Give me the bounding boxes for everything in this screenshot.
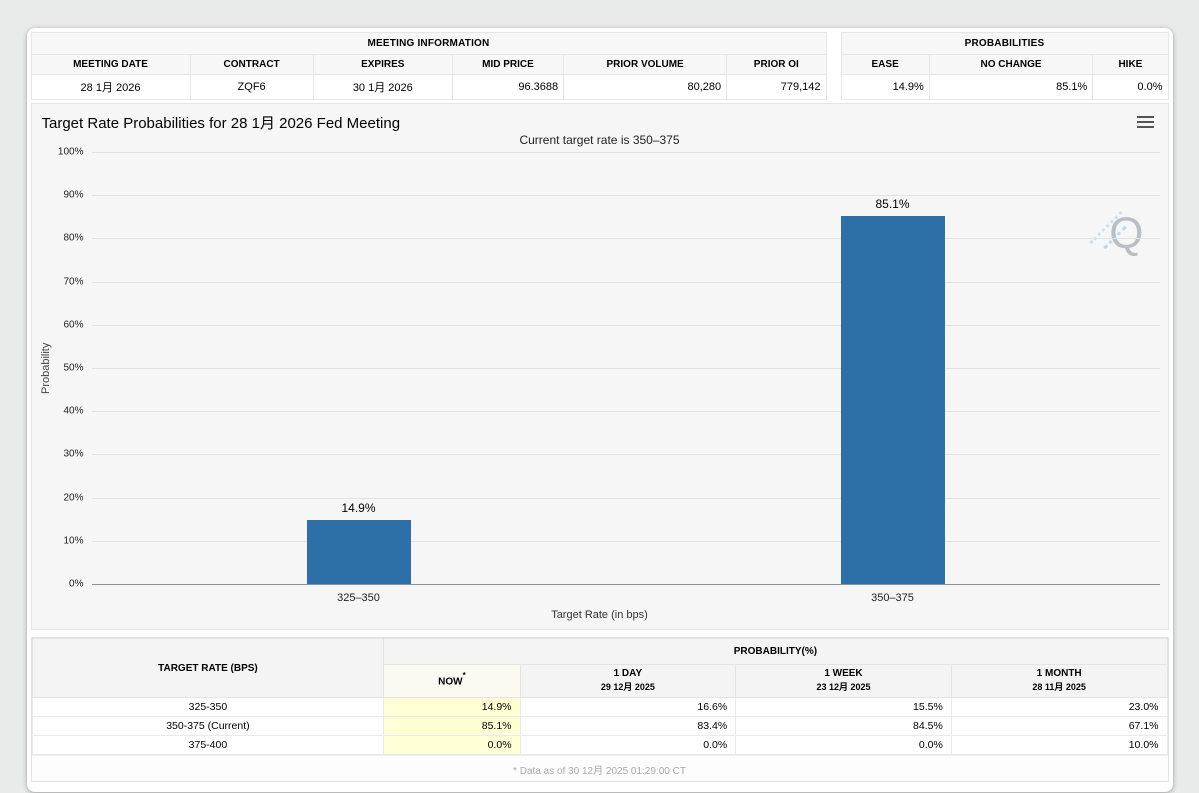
gridline bbox=[91, 281, 1160, 283]
hike-value: 0.0% bbox=[1092, 74, 1169, 100]
one-month-cell: 10.0% bbox=[950, 735, 1168, 755]
col-ease: EASE bbox=[840, 54, 930, 75]
col-prior-volume: PRIOR VOLUME bbox=[563, 54, 728, 75]
probabilities-table: PROBABILITIES EASE NO CHANGE HIKE 14.9% … bbox=[840, 32, 1169, 100]
col-hike: HIKE bbox=[1092, 54, 1169, 75]
gridline bbox=[91, 324, 1160, 326]
table-row: 325-350 14.9% 16.6% 15.5% 23.0% bbox=[31, 697, 1168, 717]
no-change-value: 85.1% bbox=[928, 74, 1094, 100]
now-asterisk: * bbox=[462, 671, 466, 681]
x-tick-label: 325–350 bbox=[337, 592, 380, 604]
one-month-cell: 67.1% bbox=[950, 716, 1168, 736]
col-prior-oi: PRIOR OI bbox=[726, 54, 827, 75]
watermark-q-letter: Q bbox=[1109, 209, 1144, 258]
y-tick-label: 0% bbox=[69, 578, 84, 590]
ease-value: 14.9% bbox=[840, 74, 930, 100]
y-tick-label: 100% bbox=[57, 146, 84, 158]
one-day-date: 29 12月 2025 bbox=[600, 682, 655, 692]
rate-cell: 325-350 bbox=[31, 697, 385, 717]
col-contract: CONTRACT bbox=[189, 54, 314, 75]
target-rate-bps-header: TARGET RATE (BPS) bbox=[31, 638, 385, 698]
gridline bbox=[91, 152, 1160, 153]
x-axis-title: Target Rate (in bps) bbox=[551, 609, 648, 621]
table-row: 375-400 0.0% 0.0% 0.0% 10.0% bbox=[31, 735, 1168, 755]
probability-group-header: PROBABILITY(%) bbox=[383, 638, 1168, 665]
y-tick-label: 50% bbox=[63, 362, 84, 374]
probability-history-table: TARGET RATE (BPS) PROBABILITY(%) NOW* 1 … bbox=[31, 638, 1168, 755]
one-day-cell: 83.4% bbox=[519, 716, 737, 736]
x-axis-line bbox=[91, 584, 1160, 585]
now-label: NOW bbox=[438, 676, 463, 688]
now-column-header: NOW* bbox=[383, 664, 521, 698]
now-cell: 14.9% bbox=[383, 697, 521, 717]
one-month-date: 28 11月 2025 bbox=[1032, 682, 1086, 692]
meeting-information-title: MEETING INFORMATION bbox=[30, 32, 827, 55]
probability-bar-350–375[interactable] bbox=[840, 216, 945, 584]
chart-title: Target Rate Probabilities for 28 1月 2026… bbox=[41, 115, 401, 132]
data-as-of-footnote: * Data as of 30 12月 2025 01:29:00 CT bbox=[31, 755, 1168, 781]
one-day-label: 1 DAY bbox=[613, 668, 643, 679]
one-week-cell: 15.5% bbox=[735, 697, 952, 717]
y-tick-label: 40% bbox=[63, 405, 84, 417]
col-mid-price: MID PRICE bbox=[451, 54, 565, 75]
prior-volume-value: 80,280 bbox=[563, 74, 728, 100]
rate-cell: 350-375 (Current) bbox=[31, 716, 385, 736]
probability-history-table-wrap: TARGET RATE (BPS) PROBABILITY(%) NOW* 1 … bbox=[30, 637, 1169, 782]
bar-value-label: 85.1% bbox=[875, 197, 910, 212]
rate-cell: 375-400 bbox=[31, 735, 385, 755]
y-tick-label: 20% bbox=[63, 492, 84, 504]
quikstrike-watermark: Q bbox=[1086, 202, 1144, 264]
one-week-column-header: 1 WEEK 23 12月 2025 bbox=[735, 664, 952, 698]
prior-oi-value: 779,142 bbox=[726, 74, 827, 100]
one-day-column-header: 1 DAY 29 12月 2025 bbox=[519, 664, 737, 698]
one-week-label: 1 WEEK bbox=[824, 668, 863, 679]
x-tick-label: 350–375 bbox=[871, 592, 914, 604]
x-axis-ticks: 325–350 350–375 bbox=[92, 592, 1160, 606]
col-meeting-date: MEETING DATE bbox=[30, 54, 191, 75]
one-week-date: 23 12月 2025 bbox=[816, 682, 871, 692]
one-month-label: 1 MONTH bbox=[1036, 668, 1082, 679]
one-month-column-header: 1 MONTH 28 11月 2025 bbox=[950, 664, 1168, 698]
bar-value-label: 14.9% bbox=[341, 500, 376, 515]
meeting-information-table: MEETING INFORMATION MEETING DATE CONTRAC… bbox=[30, 32, 827, 100]
plot-area: Q 100% 90% 80% 70% 60% 50% 40% 30% 20% 10% 0% 14.9%… bbox=[58, 147, 1160, 590]
target-rate-chart: Target Rate Probabilities for 28 1月 2026… bbox=[30, 103, 1169, 630]
gridline bbox=[91, 540, 1160, 542]
y-tick-label: 80% bbox=[63, 232, 84, 244]
chart-subtitle: Current target rate is 350–375 bbox=[519, 133, 680, 147]
gridline bbox=[91, 497, 1160, 499]
one-month-cell: 23.0% bbox=[950, 697, 1168, 717]
one-week-cell: 84.5% bbox=[735, 716, 952, 736]
gridline bbox=[91, 238, 1160, 240]
y-tick-label: 70% bbox=[63, 276, 84, 288]
y-axis-title: Probability bbox=[39, 342, 52, 394]
meeting-date-value: 28 1月 2026 bbox=[30, 74, 191, 100]
chart-menu-icon[interactable] bbox=[1136, 116, 1154, 128]
gridline bbox=[91, 368, 1160, 369]
y-tick-label: 90% bbox=[63, 189, 84, 201]
contract-value: ZQF6 bbox=[189, 74, 314, 100]
probability-bar-325–350[interactable] bbox=[306, 519, 411, 584]
mid-price-value: 96.3688 bbox=[451, 74, 565, 100]
table-row: 350-375 (Current) 85.1% 83.4% 84.5% 67.1… bbox=[31, 716, 1168, 736]
top-info-row: MEETING INFORMATION MEETING DATE CONTRAC… bbox=[30, 32, 1169, 100]
one-week-cell: 0.0% bbox=[735, 735, 952, 755]
now-cell: 85.1% bbox=[383, 716, 521, 736]
col-expires: EXPIRES bbox=[312, 54, 453, 75]
gridline bbox=[91, 454, 1160, 456]
expires-value: 30 1月 2026 bbox=[312, 74, 453, 100]
one-day-cell: 0.0% bbox=[519, 735, 737, 755]
y-tick-label: 10% bbox=[63, 535, 84, 547]
y-tick-label: 60% bbox=[63, 319, 84, 331]
col-no-change: NO CHANGE bbox=[928, 54, 1094, 75]
one-day-cell: 16.6% bbox=[519, 697, 737, 717]
probabilities-title: PROBABILITIES bbox=[840, 32, 1169, 55]
fedwatch-card: MEETING INFORMATION MEETING DATE CONTRAC… bbox=[26, 28, 1173, 792]
gridline bbox=[91, 411, 1160, 413]
y-tick-label: 30% bbox=[63, 448, 84, 460]
gridline bbox=[91, 195, 1160, 197]
now-cell: 0.0% bbox=[383, 735, 521, 755]
